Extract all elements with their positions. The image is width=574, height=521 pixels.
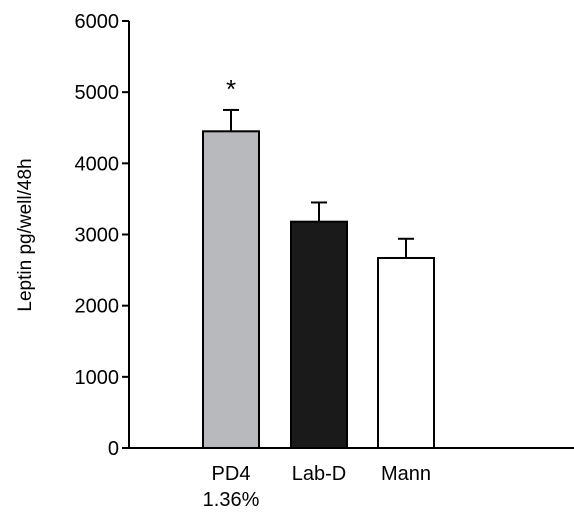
- y-axis: 0 1000 2000 3000 4000 5000 6000: [75, 11, 130, 460]
- y-tick-label: 2000: [75, 296, 120, 318]
- y-tick-label: 1000: [75, 367, 120, 389]
- bar-lab-d: [290, 220, 348, 449]
- annotations: *: [226, 74, 236, 104]
- category-sublabel: 1.36%: [203, 489, 260, 511]
- category-label: Mann: [381, 463, 431, 485]
- bar-pd4: [202, 130, 260, 450]
- y-axis-title: Leptin pg/well/48h: [15, 158, 36, 311]
- y-tick-label: 3000: [75, 225, 120, 247]
- significance-asterisk: *: [226, 74, 236, 104]
- y-tick-label: 5000: [75, 82, 120, 104]
- category-label: PD4: [212, 463, 251, 485]
- bars: [202, 130, 435, 450]
- y-tick-label: 0: [108, 438, 119, 460]
- y-tick-label: 4000: [75, 153, 120, 175]
- category-labels: PD4 1.36% Lab-D Mann: [203, 463, 431, 511]
- category-label: Lab-D: [292, 463, 346, 485]
- error-bars: [223, 108, 414, 258]
- y-tick-label: 6000: [75, 11, 120, 33]
- bar-mann: [377, 256, 435, 449]
